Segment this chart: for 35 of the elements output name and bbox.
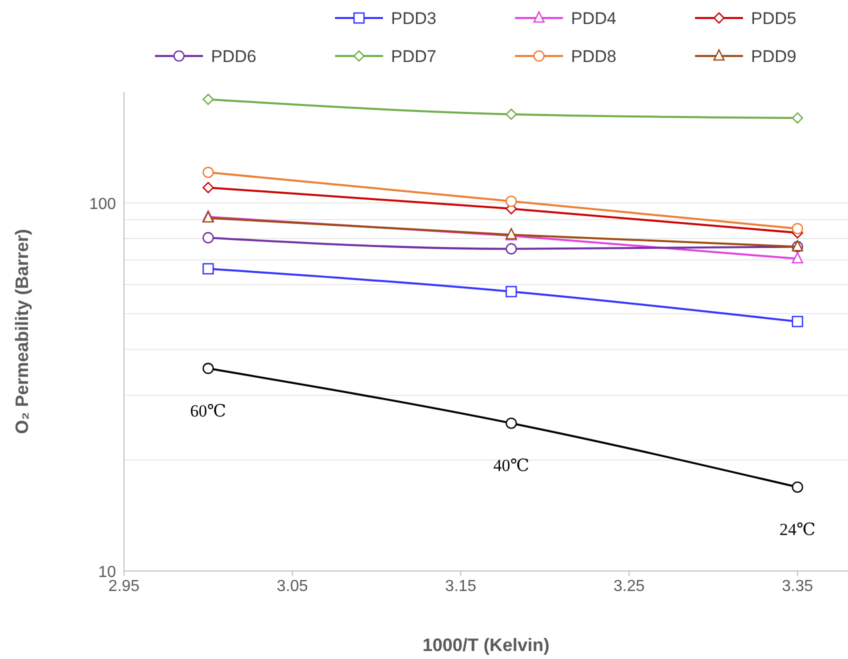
legend-label: PDD5 (751, 9, 796, 28)
legend-label: PDD4 (571, 9, 616, 28)
point (506, 108, 517, 120)
point (792, 112, 804, 124)
annotation: 40℃ (493, 456, 530, 476)
legend-label: PDD3 (391, 9, 436, 28)
point (792, 316, 804, 328)
point (506, 196, 517, 207)
point (506, 418, 517, 429)
x-tick-label: 3.05 (276, 578, 308, 595)
point (792, 252, 804, 264)
legend-label: PDD7 (391, 47, 436, 66)
y-axis-title: O₂ Permeability (Barrer) (12, 228, 32, 434)
legend-label: PDD6 (211, 47, 256, 66)
point (506, 243, 517, 254)
x-tick-label: 2.95 (108, 578, 140, 595)
y-tick-label: 10 (98, 564, 116, 581)
point (202, 94, 214, 106)
point (506, 286, 517, 298)
point (202, 362, 214, 374)
point (792, 481, 804, 493)
point (202, 232, 214, 244)
y-tick-label: 100 (89, 196, 116, 213)
x-tick-label: 3.25 (614, 578, 645, 595)
annotation: 24℃ (779, 520, 816, 540)
point (792, 222, 804, 234)
point (202, 263, 214, 274)
x-axis-title: 1000/T (Kelvin) (422, 635, 550, 655)
point (202, 166, 214, 178)
x-tick-label: 3.15 (445, 578, 476, 595)
point (202, 182, 214, 194)
x-tick-label: 3.35 (782, 578, 814, 595)
legend-label: PDD8 (571, 47, 616, 66)
annotation: 60℃ (190, 401, 226, 420)
legend-label: PDD9 (751, 47, 796, 66)
